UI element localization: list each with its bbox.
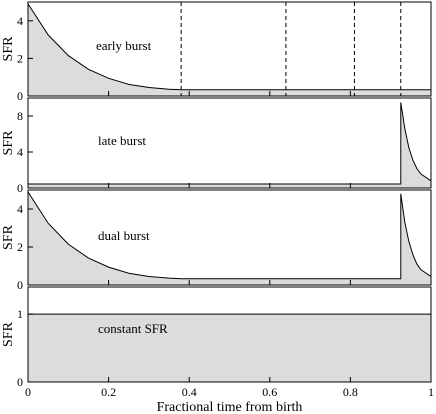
annotation-late: late burst — [98, 133, 146, 148]
sfr-curve-dual — [27, 191, 432, 280]
xtick-label-1: 0.2 — [101, 385, 116, 399]
ylabel-constant: SFR — [1, 321, 16, 347]
axes-frame-late — [27, 97, 432, 189]
sfr-area-late — [28, 102, 431, 188]
ylabel-late: SFR — [1, 130, 16, 156]
annotation-dual: dual burst — [98, 228, 150, 243]
sfr-curve-late — [28, 102, 432, 185]
xtick-label-3: 0.6 — [262, 385, 277, 399]
xtick-label-0: 0 — [25, 385, 31, 399]
ylabel-early: SFR — [1, 36, 16, 62]
ytick-label-late-0: 0 — [17, 181, 23, 195]
annotation-constant: constant SFR — [98, 321, 168, 336]
xtick-label-4: 0.8 — [343, 385, 358, 399]
axes-frame-early — [27, 1, 432, 97]
ytick-label-late-2: 8 — [17, 109, 23, 123]
sfr-area-early — [28, 3, 431, 97]
sfr-area-dual — [28, 191, 431, 285]
ytick-label-early-0: 0 — [17, 89, 23, 103]
axes-frame-dual — [27, 189, 432, 286]
axes-frame-constant — [27, 286, 432, 383]
sfr-curve-early — [27, 3, 431, 91]
ytick-label-late-1: 4 — [17, 145, 23, 159]
ytick-label-early-1: 2 — [17, 51, 23, 65]
ytick-label-dual-0: 0 — [17, 278, 23, 292]
sfr-area-constant — [28, 314, 431, 382]
ylabel-dual: SFR — [1, 224, 16, 250]
ytick-label-constant-1: 1 — [17, 307, 23, 321]
ytick-label-dual-1: 2 — [17, 240, 23, 254]
ytick-label-constant-0: 0 — [17, 375, 23, 389]
xtick-label-2: 0.4 — [182, 385, 197, 399]
ytick-label-dual-2: 4 — [17, 202, 23, 216]
annotation-early: early burst — [96, 38, 152, 53]
ytick-label-early-2: 4 — [17, 14, 23, 28]
xtick-label-5: 1 — [428, 385, 434, 399]
x-axis-label: Fractional time from birth — [157, 400, 303, 414]
